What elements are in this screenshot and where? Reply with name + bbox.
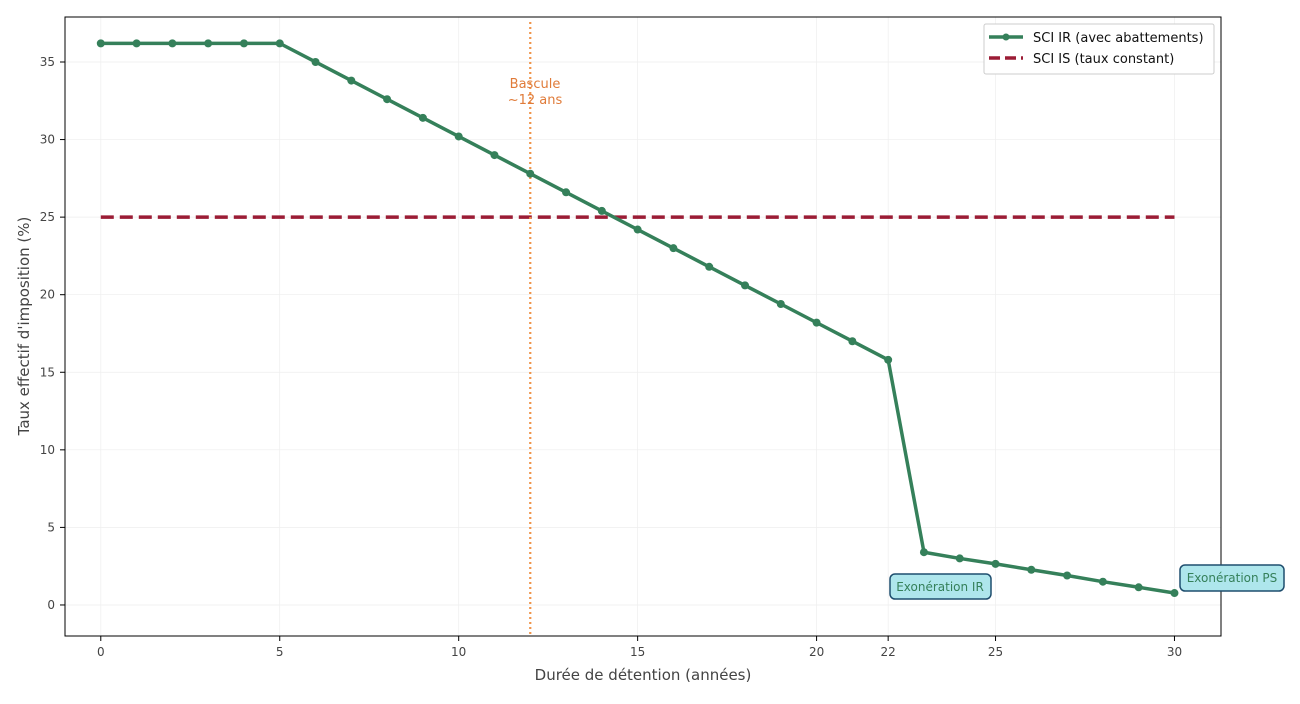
series-sci-ir-point (1063, 571, 1072, 580)
series-sci-ir-point (454, 132, 463, 141)
series-sci-ir-point (347, 76, 356, 85)
series-sci-ir-point (955, 554, 964, 563)
x-axis-label: Durée de détention (années) (535, 666, 752, 684)
vline-label-1: Bascule (510, 77, 561, 92)
y-tick-label: 35 (40, 55, 55, 69)
series-sci-ir-point (1170, 589, 1179, 598)
y-tick-label: 25 (40, 210, 55, 224)
series-sci-ir-point (884, 355, 893, 364)
legend-label-ir: SCI IR (avec abattements) (1033, 31, 1204, 46)
annotation-text: Exonération PS (1187, 571, 1278, 585)
series-sci-ir-point (633, 225, 642, 234)
series-sci-ir-point (1134, 583, 1143, 592)
series-sci-ir-point (562, 188, 571, 197)
plot-frame (64, 16, 1222, 637)
legend-label-is: SCI IS (taux constant) (1033, 52, 1174, 67)
y-tick-label: 30 (40, 133, 55, 147)
x-tick-label: 22 (881, 645, 896, 659)
y-tick-label: 15 (40, 365, 55, 379)
x-tick-label: 10 (451, 645, 466, 659)
series-layer (96, 22, 1179, 636)
series-sci-ir-point (991, 559, 1000, 568)
series-sci-ir-point (812, 318, 821, 327)
series-sci-ir-point (168, 39, 177, 48)
y-tick-label: 0 (47, 598, 55, 612)
series-sci-ir-point (741, 281, 749, 290)
series-sci-ir-point (705, 262, 714, 271)
y-tick-label: 10 (40, 443, 55, 457)
annotation-text: Exonération IR (896, 580, 984, 594)
series-sci-ir-point (919, 548, 928, 557)
series-sci-ir-point (490, 151, 499, 160)
x-tick-label: 0 (97, 645, 105, 659)
annotation-exoneration-ps: Exonération PS (1179, 564, 1285, 592)
series-sci-ir-point (597, 206, 606, 215)
series-sci-ir-point (1027, 565, 1036, 574)
y-tick-label: 20 (40, 288, 55, 302)
legend: SCI IR (avec abattements) SCI IS (taux c… (983, 23, 1215, 75)
series-sci-ir-point (132, 39, 141, 48)
series-sci-ir-point (669, 244, 678, 253)
series-sci-ir-point (96, 39, 105, 48)
x-tick-label: 5 (276, 645, 284, 659)
series-sci-ir-point (848, 337, 857, 346)
ticks: 0 5 10 15 20 22 25 30 0 5 10 15 20 25 30 35 (40, 55, 1182, 659)
legend-marker-ir (1002, 33, 1010, 41)
series-sci-ir-point (275, 39, 284, 48)
grid (65, 17, 1221, 636)
x-tick-label: 30 (1167, 645, 1182, 659)
series-sci-ir-point (311, 57, 320, 66)
series-sci-ir-point (526, 169, 535, 178)
x-tick-label: 20 (809, 645, 824, 659)
series-sci-ir-point (1098, 577, 1107, 586)
series-sci-ir-point (776, 300, 785, 309)
vline-label-2: ~12 ans (508, 93, 563, 108)
annotation-exoneration-ir: Exonération IR (889, 573, 992, 600)
series-sci-ir-point (204, 39, 213, 48)
series-sci-ir-point (239, 39, 248, 48)
series-sci-ir-point (418, 113, 427, 122)
series-sci-ir-point (383, 95, 392, 104)
y-axis-label: Taux effectif d'imposition (%) (15, 217, 33, 437)
y-tick-label: 5 (47, 520, 55, 534)
x-tick-label: 15 (630, 645, 645, 659)
x-tick-label: 25 (988, 645, 1003, 659)
